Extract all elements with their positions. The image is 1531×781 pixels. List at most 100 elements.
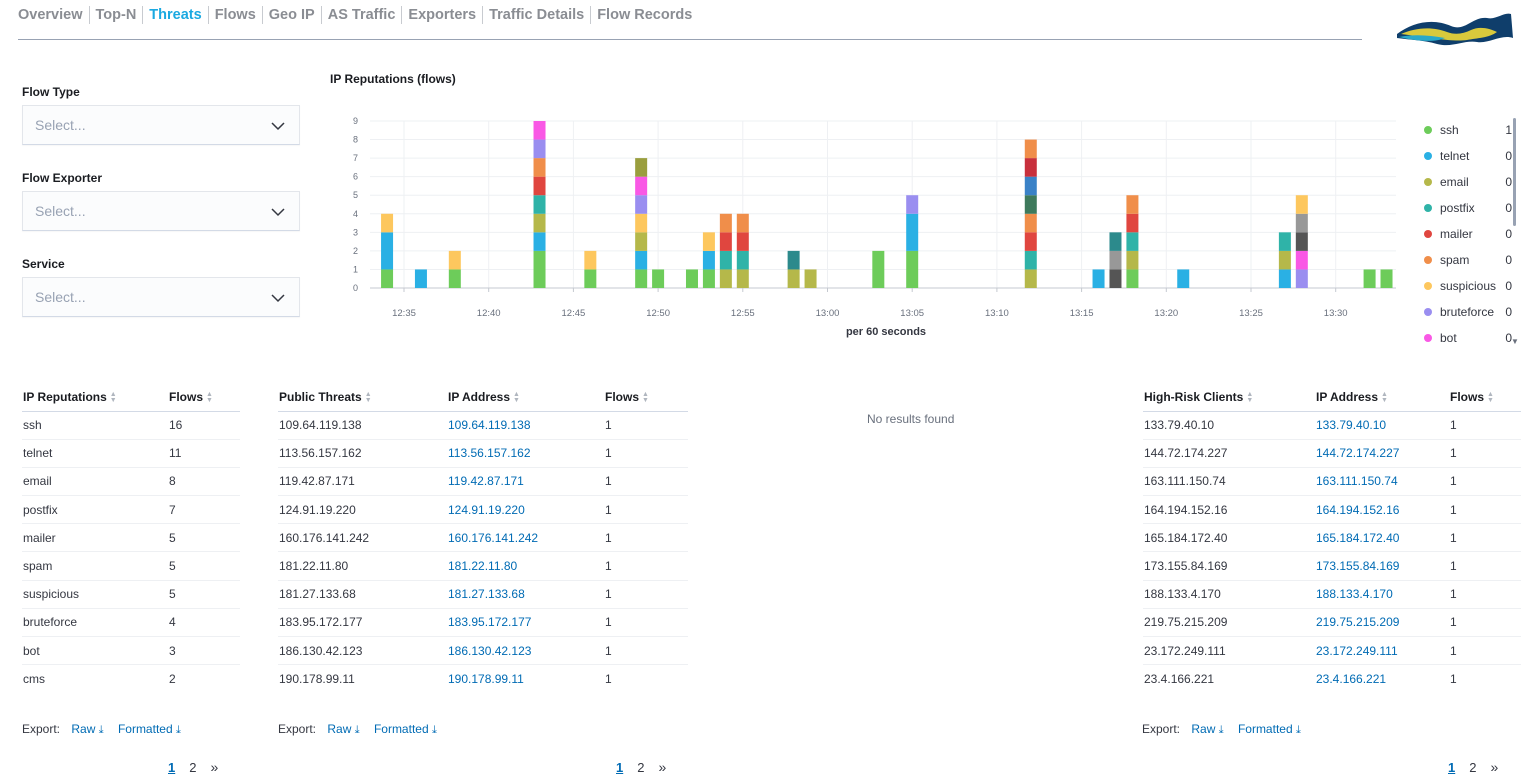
bar-segment-gray[interactable]	[1109, 250, 1122, 270]
legend-item-mailer[interactable]: mailer 0	[1420, 226, 1512, 242]
tab-flow-records[interactable]: Flow Records	[597, 7, 693, 23]
bar-segment-telnet[interactable]	[1278, 269, 1291, 288]
ip-address-link[interactable]: 181.27.133.68	[448, 587, 525, 602]
column-header-flows[interactable]: Flows ▲ ▼	[168, 383, 240, 412]
bar-segment-telnet[interactable]	[1092, 269, 1105, 288]
column-header-flows[interactable]: Flows ▲ ▼	[604, 383, 688, 412]
export-raw-link[interactable]: Raw ⤓	[327, 722, 359, 736]
ip-address-link[interactable]: 163.111.150.74	[1316, 474, 1398, 489]
page-1-link[interactable]: 1	[1448, 760, 1456, 775]
service-select[interactable]: Select...	[22, 277, 300, 317]
bar-segment-suspicious[interactable]	[584, 250, 597, 270]
ip-address-link[interactable]: 188.133.4.170	[1316, 587, 1393, 602]
bar-segment-ssh[interactable]	[1126, 269, 1139, 288]
legend-item-email[interactable]: email 0	[1420, 174, 1512, 190]
tab-geo-ip[interactable]: Geo IP	[268, 7, 315, 23]
bar-segment-spam[interactable]	[1024, 139, 1037, 159]
bar-segment-suspicious[interactable]	[702, 232, 715, 251]
ip-address-link[interactable]: 133.79.40.10	[1316, 418, 1387, 433]
bar-segment-olive[interactable]	[635, 158, 648, 177]
bar-segment-postfix[interactable]	[1024, 250, 1037, 270]
next-page-link[interactable]: »	[1490, 759, 1499, 775]
bar-segment-email[interactable]	[804, 269, 817, 288]
ip-address-link[interactable]: 23.172.249.111	[1316, 643, 1398, 658]
bar-segment-spam[interactable]	[719, 213, 732, 233]
legend-item-postfix[interactable]: postfix 0	[1420, 200, 1512, 216]
bar-segment-spam[interactable]	[1024, 213, 1037, 233]
bar-segment-postfix[interactable]	[736, 250, 749, 270]
bar-segment-ssh[interactable]	[448, 269, 461, 288]
flow-type-select[interactable]: Select...	[22, 105, 300, 145]
bar-segment-ssh[interactable]	[1363, 269, 1376, 288]
bar-segment-suspicious[interactable]	[1295, 195, 1308, 214]
export-formatted-link[interactable]: Formatted ⤓	[374, 722, 437, 736]
bar-segment-ssh[interactable]	[533, 250, 546, 288]
page-2-link[interactable]: 2	[637, 760, 645, 775]
legend-item-ssh[interactable]: ssh 1	[1420, 122, 1512, 138]
bar-segment-spam[interactable]	[533, 158, 546, 177]
next-page-link[interactable]: »	[658, 759, 667, 775]
legend-item-bruteforce[interactable]: bruteforce 0	[1420, 304, 1512, 320]
bar-segment-telnet[interactable]	[533, 232, 546, 251]
ip-address-link[interactable]: 113.56.157.162	[448, 446, 531, 461]
bar-segment-darkteal[interactable]	[787, 250, 800, 270]
legend-item-suspicious[interactable]: suspicious 0	[1420, 278, 1512, 294]
page-1-link[interactable]: 1	[168, 760, 176, 775]
legend-item-telnet[interactable]: telnet 0	[1420, 148, 1512, 164]
ip-address-link[interactable]: 164.194.152.16	[1316, 502, 1400, 517]
bar-segment-telnet[interactable]	[1177, 269, 1190, 288]
ip-address-link[interactable]: 183.95.172.177	[448, 615, 532, 630]
bar-segment-ssh[interactable]	[584, 269, 597, 288]
ip-address-link[interactable]: 23.4.166.221	[1316, 672, 1387, 687]
bar-segment-suspicious[interactable]	[448, 250, 461, 270]
ip-address-link[interactable]: 219.75.215.209	[1316, 615, 1400, 630]
bar-segment-bruteforce[interactable]	[635, 195, 648, 214]
page-1-link[interactable]: 1	[616, 760, 624, 775]
column-header-flows[interactable]: Flows ▲ ▼	[1449, 383, 1521, 412]
bar-segment-mailer[interactable]	[1126, 213, 1139, 233]
ip-address-link[interactable]: 160.176.141.242	[448, 530, 539, 545]
bar-segment-darkgray[interactable]	[1295, 232, 1308, 251]
bar-segment-ssh[interactable]	[872, 250, 885, 288]
bar-segment-ssh[interactable]	[652, 269, 665, 288]
next-page-link[interactable]: »	[210, 759, 219, 775]
ip-address-link[interactable]: 119.42.87.171	[448, 474, 524, 489]
export-formatted-link[interactable]: Formatted ⤓	[118, 722, 181, 736]
bar-segment-bruteforce[interactable]	[1295, 269, 1308, 288]
bar-segment-email[interactable]	[1126, 250, 1139, 270]
bar-segment-mailer[interactable]	[1024, 232, 1037, 251]
bar-segment-email[interactable]	[719, 269, 732, 288]
legend-scrollbar[interactable]	[1513, 118, 1516, 226]
scroll-down-icon[interactable]: ▼	[1511, 337, 1519, 346]
ip-address-link[interactable]: 144.72.174.227	[1316, 446, 1400, 461]
bar-segment-ssh[interactable]	[685, 269, 698, 288]
bar-segment-email[interactable]	[736, 269, 749, 288]
ip-address-link[interactable]: 181.22.11.80	[448, 559, 518, 574]
export-raw-link[interactable]: Raw ⤓	[71, 722, 103, 736]
bar-segment-ssh[interactable]	[702, 269, 715, 288]
bar-segment-bruteforce[interactable]	[533, 139, 546, 159]
bar-segment-postfix[interactable]	[1278, 232, 1291, 251]
bar-segment-telnet[interactable]	[702, 250, 715, 270]
legend-item-bot[interactable]: bot 0	[1420, 330, 1512, 346]
page-2-link[interactable]: 2	[189, 760, 197, 775]
bar-segment-mailer[interactable]	[736, 232, 749, 251]
bar-segment-telnet[interactable]	[381, 232, 394, 270]
bar-segment-cms[interactable]	[1024, 195, 1037, 214]
bar-segment-gray[interactable]	[1295, 213, 1308, 233]
bar-segment-ssh[interactable]	[381, 269, 394, 288]
ip-address-link[interactable]: 190.178.99.11	[448, 672, 524, 687]
bar-segment-ssh[interactable]	[635, 269, 648, 288]
bar-segment-telnet[interactable]	[906, 213, 919, 251]
bar-segment-ssh[interactable]	[1380, 269, 1393, 288]
bar-segment-spam[interactable]	[1126, 195, 1139, 214]
ip-address-link[interactable]: 173.155.84.169	[1316, 559, 1400, 574]
bar-segment-bot[interactable]	[533, 121, 546, 140]
bar-segment-steel[interactable]	[1024, 176, 1037, 196]
bar-segment-telnet[interactable]	[414, 269, 427, 288]
bar-segment-darkteal[interactable]	[1109, 232, 1122, 251]
bar-segment-ssh[interactable]	[906, 250, 919, 288]
bar-segment-postfix[interactable]	[1126, 232, 1139, 251]
export-raw-link[interactable]: Raw ⤓	[1191, 722, 1223, 736]
bar-segment-bot[interactable]	[1295, 250, 1308, 270]
